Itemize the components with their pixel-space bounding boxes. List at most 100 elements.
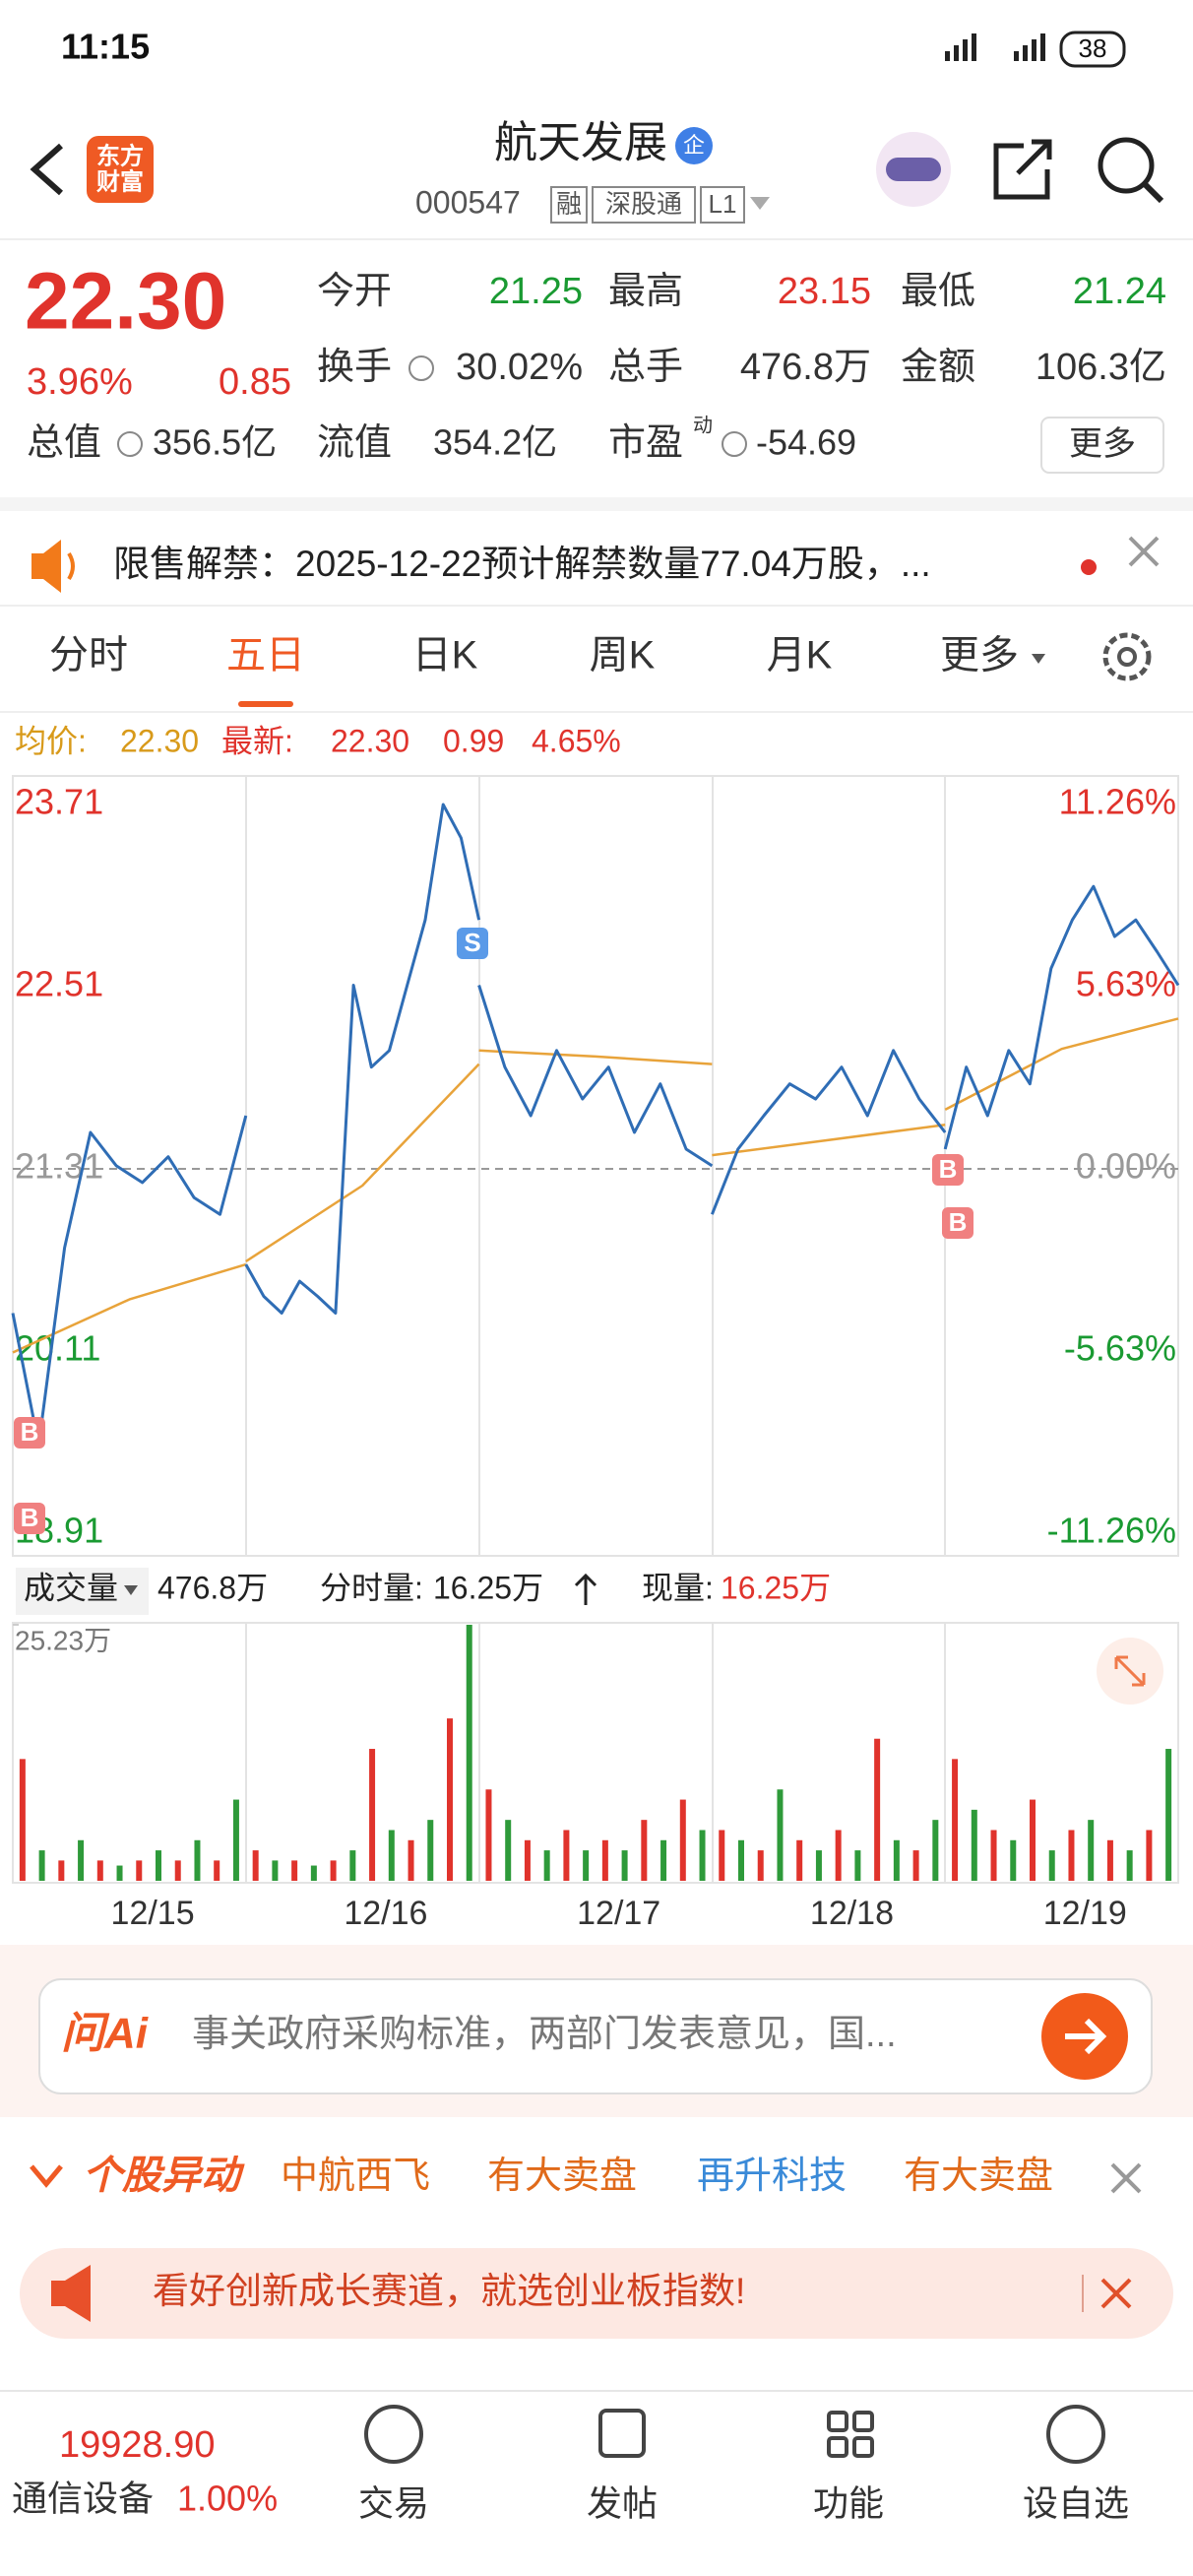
status-time: 11:15 (61, 27, 150, 67)
volume-bar (601, 1839, 608, 1881)
close-ad[interactable] (1100, 2278, 1132, 2309)
trade-marker (14, 1503, 45, 1534)
tab[interactable]: 更多 (940, 634, 1019, 677)
info-icon[interactable] (117, 431, 143, 457)
tab[interactable]: 分时 (49, 634, 128, 677)
trade-marker-label: B (949, 1207, 968, 1237)
field-value: 106.3亿 (1036, 347, 1166, 388)
bottom-bar (0, 2358, 1193, 2576)
more-arrow (1032, 654, 1045, 664)
movement-item[interactable]: 有大卖盘 (487, 2156, 637, 2197)
movement-item[interactable]: 有大卖盘 (904, 2156, 1053, 2197)
dropdown-arrow[interactable] (750, 197, 770, 210)
field-label: 今开 (317, 271, 392, 312)
volume-bar (835, 1830, 842, 1881)
volume-bar (932, 1820, 939, 1881)
y-tick-label: 21.31 (15, 1146, 103, 1187)
y-tick-label: 22.51 (15, 964, 103, 1004)
chevron[interactable] (30, 2164, 63, 2188)
movement-item[interactable]: 再升科技 (697, 2156, 847, 2197)
nav-label[interactable]: 发帖 (587, 2483, 658, 2524)
volume-bar (952, 1759, 959, 1881)
tag-box (550, 186, 588, 224)
speaker-wave (67, 551, 75, 581)
volume-bar (214, 1860, 220, 1881)
share-button[interactable] (993, 139, 1052, 200)
volume-bar (912, 1850, 919, 1881)
ad-banner[interactable] (20, 2248, 1173, 2339)
avg-label: 均价: (15, 723, 87, 758)
signal-icons (945, 33, 1045, 61)
settings-button[interactable] (1102, 632, 1152, 681)
search-handle (1142, 181, 1164, 204)
close-movement[interactable] (1110, 2162, 1142, 2194)
volume-bar (641, 1820, 648, 1881)
tab[interactable]: 五日 (226, 634, 305, 677)
field-value: 30.02% (456, 347, 583, 388)
field-label: 流值 (317, 422, 392, 464)
y2-tick-label: 5.63% (1076, 964, 1176, 1004)
up-arrow (574, 1573, 597, 1605)
x-tick-label: 12/16 (344, 1895, 427, 1932)
volume-selector[interactable] (16, 1568, 149, 1615)
minute-volume-label: 分时量: (320, 1570, 423, 1605)
volume-bar (252, 1850, 259, 1881)
volume-bar (116, 1865, 123, 1881)
price-frame (12, 775, 1179, 1557)
info-icon[interactable] (722, 431, 747, 457)
volume-bar (369, 1749, 376, 1881)
volume-total: 476.8万 (157, 1570, 268, 1605)
volume-bar (815, 1850, 822, 1881)
volume-bar (1030, 1799, 1036, 1881)
current-volume: 16.25万 (721, 1570, 831, 1605)
nav-label[interactable]: 设自选 (1023, 2483, 1129, 2524)
function-icon (827, 2411, 874, 2458)
active-tab-indicator (238, 701, 293, 707)
volume-bar (543, 1850, 550, 1881)
volume-bar (893, 1839, 900, 1881)
close-notice[interactable] (1128, 536, 1160, 567)
notice-text[interactable]: 限售解禁：2025-12-22预计解禁数量77.04万股，... (113, 544, 931, 584)
tab[interactable]: 日K (412, 634, 478, 677)
field-label: 总值 (27, 422, 101, 464)
info-icon[interactable] (408, 355, 434, 381)
average-line (12, 1262, 247, 1354)
more-button[interactable] (1040, 417, 1164, 474)
tag: 融 (556, 189, 582, 219)
more-label: 更多 (1069, 425, 1136, 463)
volume-bar (1146, 1830, 1153, 1881)
nav-label[interactable]: 功能 (813, 2483, 884, 2524)
volume-bar (796, 1839, 803, 1881)
volume-max-label: 25.23万 (15, 1625, 111, 1655)
volume-bar (58, 1860, 65, 1881)
ai-input[interactable] (38, 1978, 1153, 2094)
latest-change: 0.99 (443, 723, 504, 758)
trade-marker-label: S (464, 928, 480, 957)
index-value: 19928.90 (59, 2424, 216, 2466)
movement-title: 个股异动 (83, 2155, 245, 2198)
y-tick-label: 23.71 (15, 782, 103, 822)
search-button[interactable] (1098, 137, 1155, 194)
field-label: 市盈 (608, 422, 683, 464)
volume-bar (1165, 1749, 1172, 1881)
volume-bar (466, 1625, 472, 1881)
volume-bar (174, 1860, 181, 1881)
back-button[interactable] (30, 143, 63, 196)
price-line (943, 884, 1180, 1150)
field-value: -54.69 (756, 422, 856, 463)
last-price: 22.30 (25, 257, 226, 347)
nav-label[interactable]: 交易 (358, 2483, 429, 2524)
field-value: 21.25 (489, 271, 583, 312)
movement-item[interactable]: 中航西飞 (281, 2156, 430, 2197)
average-line (245, 1063, 480, 1263)
volume-bar (232, 1799, 239, 1881)
send-arrow (1065, 2018, 1107, 2055)
volume-bar (990, 1830, 997, 1881)
tab[interactable]: 周K (590, 634, 656, 677)
y2-tick-label: -5.63% (1064, 1328, 1176, 1369)
dropdown-arrow (124, 1585, 138, 1595)
volume-bar (874, 1738, 881, 1881)
tab[interactable]: 月K (767, 634, 833, 677)
field-value: 23.15 (778, 271, 871, 312)
